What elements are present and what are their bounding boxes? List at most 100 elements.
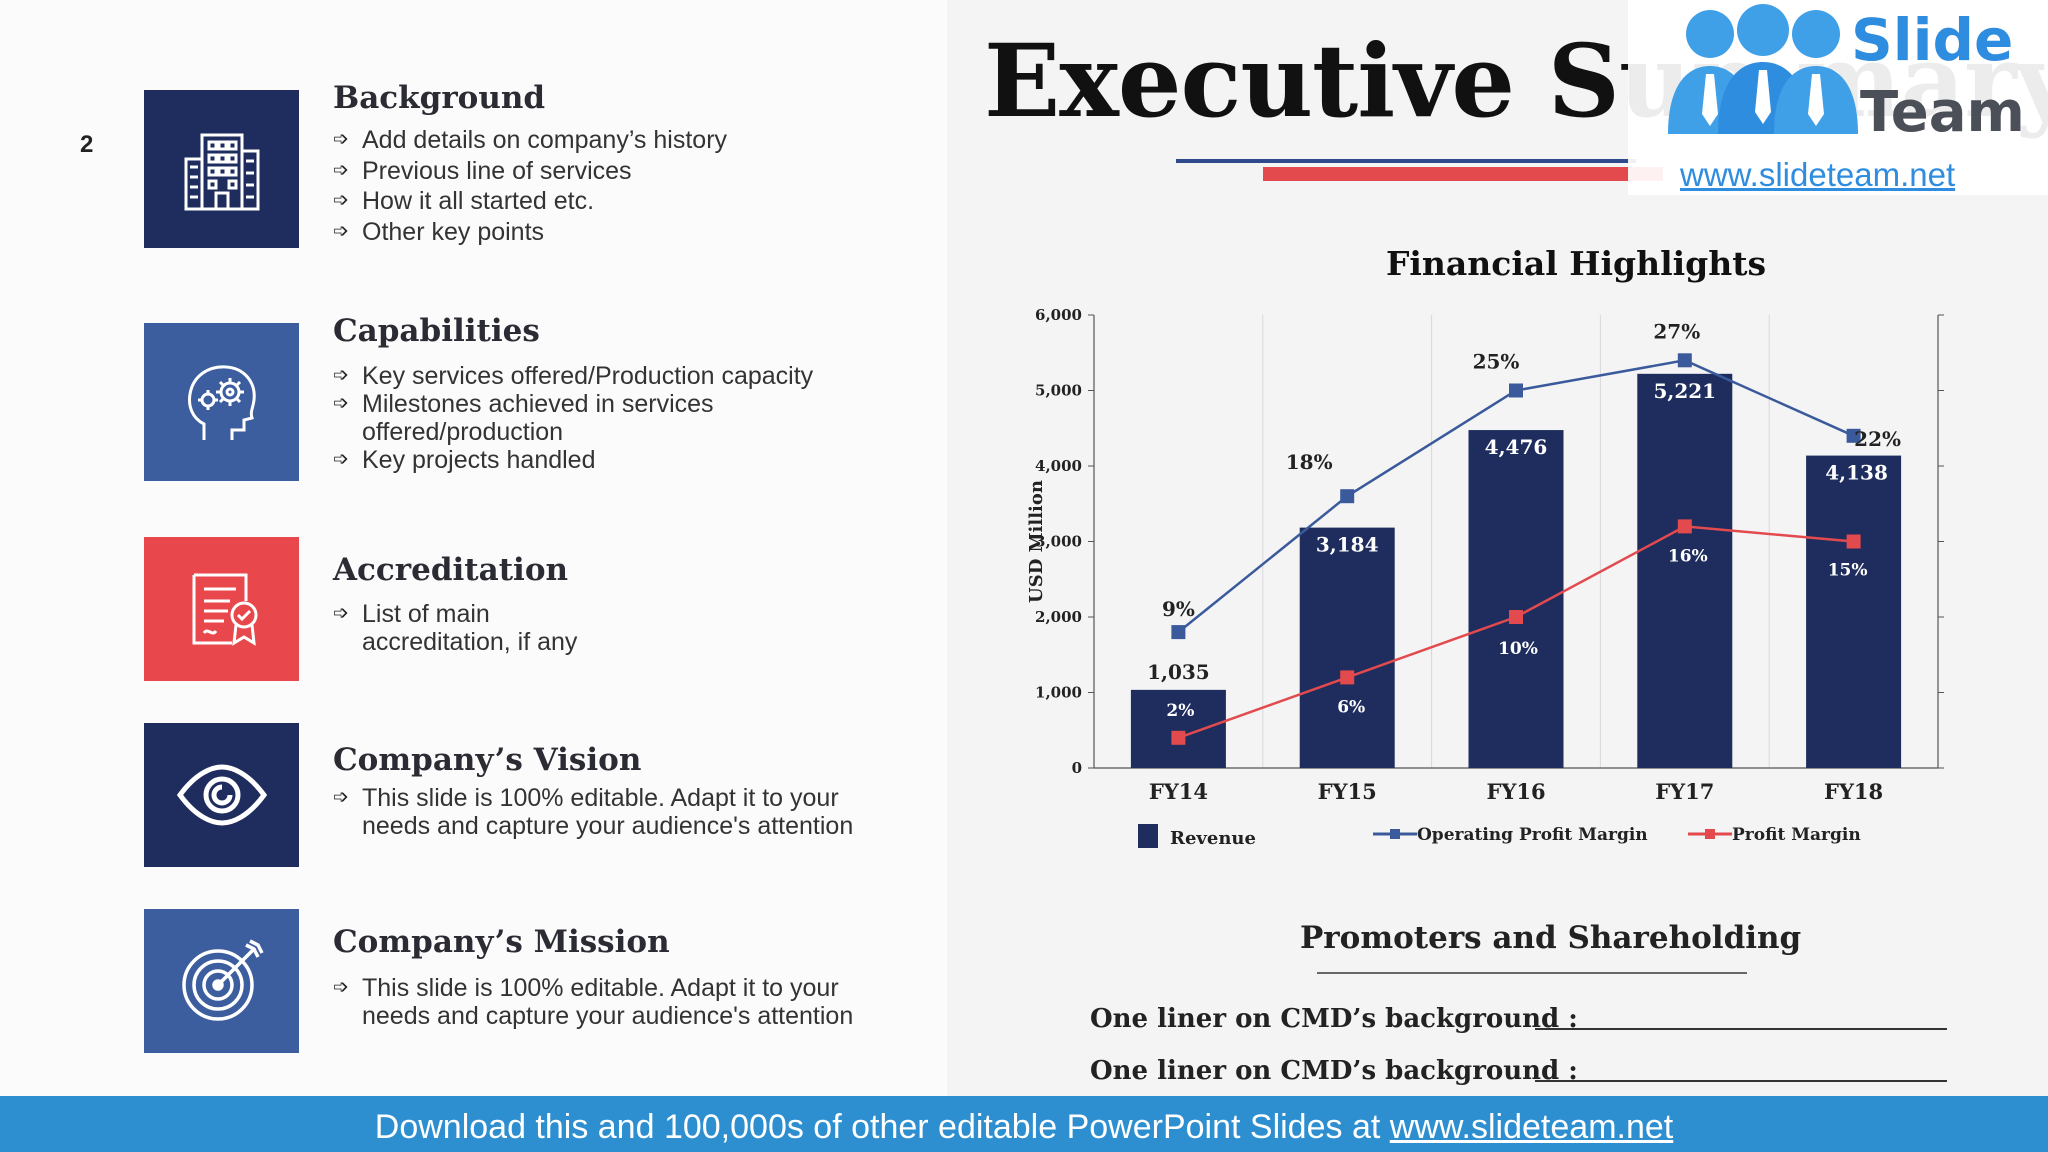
section-title-capabilities: Capabilities — [333, 313, 540, 349]
operating-margin-label: 9% — [1162, 597, 1195, 621]
accreditation-bullets: List of main accreditation, if any — [333, 600, 583, 656]
section-title-accreditation: Accreditation — [333, 552, 569, 588]
y-tick-label: 5,000 — [1035, 382, 1082, 400]
bullet-item: List of main accreditation, if any — [333, 600, 583, 656]
x-tick-label: FY17 — [1655, 779, 1714, 804]
logo-url-link[interactable]: www.slideteam.net — [1680, 156, 1956, 193]
legend-label: Revenue — [1170, 828, 1256, 849]
section-title-vision: Company’s Vision — [333, 742, 642, 778]
operating-margin-marker — [1846, 428, 1861, 443]
footer-text: Download this and 100,000s of other edit… — [0, 1108, 2048, 1147]
promoters-title: Promoters and Shareholding — [1300, 920, 1802, 956]
operating-margin-marker — [1171, 625, 1186, 640]
revenue-bar — [1637, 373, 1733, 768]
y-tick-label: 0 — [1072, 759, 1082, 777]
y-tick-label: 6,000 — [1035, 306, 1082, 324]
bullet-item: Other key points — [333, 218, 893, 246]
operating-margin-marker — [1340, 489, 1355, 504]
footer-message: Download this and 100,000s of other edit… — [374, 1108, 1390, 1146]
operating-margin-label: 25% — [1473, 350, 1520, 374]
slide-number: 2 — [80, 131, 94, 158]
mission-bullets: This slide is 100% editable. Adapt it to… — [333, 974, 863, 1030]
capabilities-icon-tile — [144, 323, 299, 481]
profit-margin-marker — [1509, 610, 1523, 624]
revenue-data-label: 3,184 — [1316, 533, 1379, 557]
section-title-background: Background — [333, 80, 546, 116]
promoters-underline — [1317, 972, 1747, 974]
chart-title: Financial Highlights — [1385, 244, 1767, 283]
footer-link[interactable]: www.slideteam.net — [1389, 1108, 1674, 1146]
head-gears-icon — [187, 365, 256, 440]
title-underline-red — [1263, 167, 1663, 181]
profit-margin-label: 16% — [1668, 546, 1708, 566]
bullet-item: Milestones achieved in services offered/… — [333, 390, 853, 446]
revenue-bar — [1806, 455, 1902, 768]
people-logo-icon — [1668, 4, 1858, 134]
operating-margin-marker — [1677, 353, 1692, 368]
profit-margin-marker — [1171, 730, 1186, 745]
bullet-item: Add details on company’s history — [333, 126, 893, 154]
profit-margin-marker — [1340, 670, 1355, 685]
bullet-item: Key projects handled — [333, 446, 853, 474]
legend-operating-profit: Operating Profit Margin — [1373, 825, 1648, 845]
financial-highlights-chart: 01,0002,0003,0004,0005,0006,0000%5%10%15… — [1026, 306, 1944, 804]
target-arrow-icon — [181, 939, 264, 1021]
revenue-bar — [1130, 689, 1226, 768]
bullet-item: How it all started etc. — [333, 187, 893, 215]
y-tick-label: 3,000 — [1035, 533, 1082, 551]
download-footer: Download this and 100,000s of other edit… — [0, 1096, 2048, 1152]
operating-margin-label: 18% — [1286, 450, 1333, 474]
operating-margin-label: 22% — [1854, 427, 1901, 451]
cmd-line-label: One liner on CMD’s background : — [1090, 1056, 1578, 1086]
bullet-item: Key services offered/Production capacity — [333, 362, 853, 390]
legend-revenue: Revenue — [1138, 824, 1256, 849]
profit-margin-label: 15% — [1828, 561, 1868, 581]
profit-margin-marker — [1846, 534, 1861, 549]
y-tick-label: 2,000 — [1035, 608, 1082, 626]
profit-margin-label: 6% — [1337, 697, 1365, 717]
vision-icon-tile — [144, 723, 299, 867]
legend-label: Profit Margin — [1732, 825, 1861, 845]
profit-margin-label: 10% — [1498, 639, 1538, 659]
certificate-icon — [192, 573, 257, 646]
profit-margin-marker — [1677, 519, 1692, 534]
bullet-item: Previous line of services — [333, 157, 893, 185]
background-bullets: Add details on company’s history Previou… — [333, 126, 893, 246]
eye-icon — [176, 764, 267, 826]
x-tick-label: FY14 — [1149, 779, 1208, 804]
slideteam-logo: Slide Team www.slideteam.net — [1628, 0, 2048, 195]
y-tick-label: 4,000 — [1035, 457, 1082, 475]
y-tick-label: 1,000 — [1035, 684, 1082, 702]
revenue-data-label: 5,221 — [1653, 379, 1716, 403]
title-underline-blue — [1176, 159, 1636, 163]
y-axis-label: USD Million — [1026, 480, 1047, 603]
revenue-data-label: 4,138 — [1825, 461, 1888, 485]
accreditation-icon-tile — [144, 537, 299, 681]
cmd-line-blank[interactable] — [1535, 1080, 1947, 1082]
legend-label: Operating Profit Margin — [1417, 825, 1648, 845]
x-tick-label: FY18 — [1824, 779, 1883, 804]
legend-line-marker-icon — [1688, 829, 1732, 839]
bullet-item: This slide is 100% editable. Adapt it to… — [333, 974, 863, 1030]
cmd-line-blank[interactable] — [1535, 1028, 1947, 1030]
x-tick-label: FY15 — [1318, 779, 1377, 804]
logo-wordmark-team: Team — [1860, 80, 2025, 145]
bullet-item: This slide is 100% editable. Adapt it to… — [333, 784, 863, 840]
legend-line-marker-icon — [1373, 829, 1417, 839]
revenue-data-label: 4,476 — [1485, 435, 1548, 459]
office-building-icon — [184, 133, 259, 211]
cmd-line-label: One liner on CMD’s background : — [1090, 1004, 1578, 1034]
vision-bullets: This slide is 100% editable. Adapt it to… — [333, 784, 863, 840]
legend-bar-swatch — [1138, 824, 1158, 848]
section-title-mission: Company’s Mission — [333, 924, 670, 960]
operating-margin-label: 27% — [1653, 319, 1700, 343]
revenue-bar — [1299, 527, 1395, 768]
logo-wordmark-slide: Slide — [1851, 6, 2014, 74]
revenue-data-label: 1,035 — [1147, 660, 1210, 684]
operating-margin-marker — [1509, 383, 1523, 398]
background-icon-tile — [144, 90, 299, 248]
profit-margin-label: 2% — [1166, 701, 1194, 721]
mission-icon-tile — [144, 909, 299, 1053]
capabilities-bullets: Key services offered/Production capacity… — [333, 362, 853, 474]
x-tick-label: FY16 — [1486, 779, 1545, 804]
